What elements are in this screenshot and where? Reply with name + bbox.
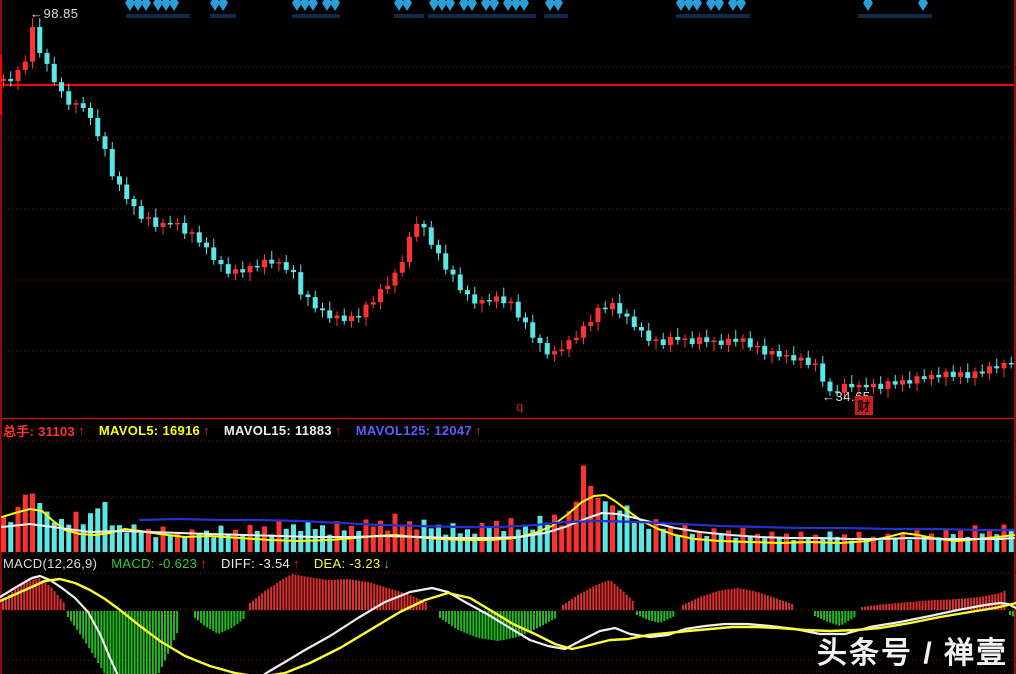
mavol5-arrow-icon: ↑	[203, 422, 210, 438]
signal-diamond-icon	[330, 0, 340, 11]
signal-diamond-icon	[210, 0, 220, 11]
signal-diamond-icon	[684, 0, 694, 11]
macd-params-title: MACD(12,26,9)	[3, 555, 98, 571]
signal-diamond-icon	[292, 0, 302, 11]
signal-diamond-icon	[736, 0, 746, 11]
signal-diamond-icon	[133, 0, 143, 11]
signal-diamond-icon	[676, 0, 686, 11]
dea-value: DEA: -3.23 ↓	[313, 555, 391, 571]
signal-diamond-icon	[467, 0, 477, 11]
signal-diamond-icon	[437, 0, 447, 11]
signal-diamond-icon	[322, 0, 332, 11]
dea-value-arrow-icon: ↓	[383, 555, 391, 571]
annotation-report: 财	[855, 396, 873, 415]
macd-value: MACD: -0.623 ↑	[111, 555, 207, 571]
signal-diamond-icon	[553, 0, 563, 11]
macd-value-arrow-icon: ↑	[200, 555, 207, 571]
signal-diamond-icon	[429, 0, 439, 11]
diff-value: DIFF: -3.54 ↑	[221, 555, 300, 571]
signal-diamond-icon	[863, 0, 873, 11]
signal-diamond-icon	[125, 0, 135, 11]
signal-diamond-icon	[481, 0, 491, 11]
signal-diamond-icon	[545, 0, 555, 11]
mavol15-arrow-icon: ↑	[334, 422, 342, 438]
signal-diamond-icon	[169, 0, 179, 11]
signal-diamond-icon	[300, 0, 310, 11]
signal-diamond-icon	[918, 0, 928, 11]
signal-diamond-icon	[706, 0, 716, 11]
watermark-text: 头条号 / 禅壹	[816, 637, 1008, 670]
volume-total: 总手: 31103 ↑	[3, 422, 85, 439]
signal-diamond-icon	[714, 0, 724, 11]
signal-diamond-icon	[459, 0, 469, 11]
mavol125-arrow-icon: ↑	[475, 422, 482, 438]
signal-diamond-icon	[519, 0, 529, 11]
annotation-high-price: ←98.85	[30, 6, 79, 21]
mavol5: MAVOL5: 16916 ↑	[98, 422, 210, 438]
volume-indicator-header: 总手: 31103 ↑ MAVOL5: 16916 ↑ MAVOL15: 11883 ↑ M…	[3, 421, 482, 439]
signal-diamond-icon	[153, 0, 163, 11]
mavol15: MAVOL15: 11883 ↑	[223, 422, 342, 438]
signal-diamond-icon	[489, 0, 499, 11]
signal-diamond-icon	[394, 0, 404, 11]
annotation-ex-rights: q	[516, 399, 524, 414]
macd-indicator-header: MACD(12,26,9) MACD: -0.623 ↑ DIFF: -3.54 ↑ DE…	[3, 555, 390, 571]
signal-diamond-icon	[445, 0, 455, 11]
signal-diamond-icon	[308, 0, 318, 11]
volume-total-arrow-icon: ↑	[78, 422, 85, 438]
signal-diamond-icon	[161, 0, 171, 11]
signal-diamond-icon	[728, 0, 738, 11]
signal-diamond-icon	[503, 0, 513, 11]
diff-value-arrow-icon: ↑	[293, 555, 300, 571]
signal-diamond-icon	[402, 0, 412, 11]
signal-diamond-icon	[692, 0, 702, 11]
mavol125: MAVOL125: 12047 ↑	[355, 422, 482, 438]
signal-diamond-icon	[218, 0, 228, 11]
signal-diamond-icon	[511, 0, 521, 11]
signal-diamond-icon	[141, 0, 151, 11]
